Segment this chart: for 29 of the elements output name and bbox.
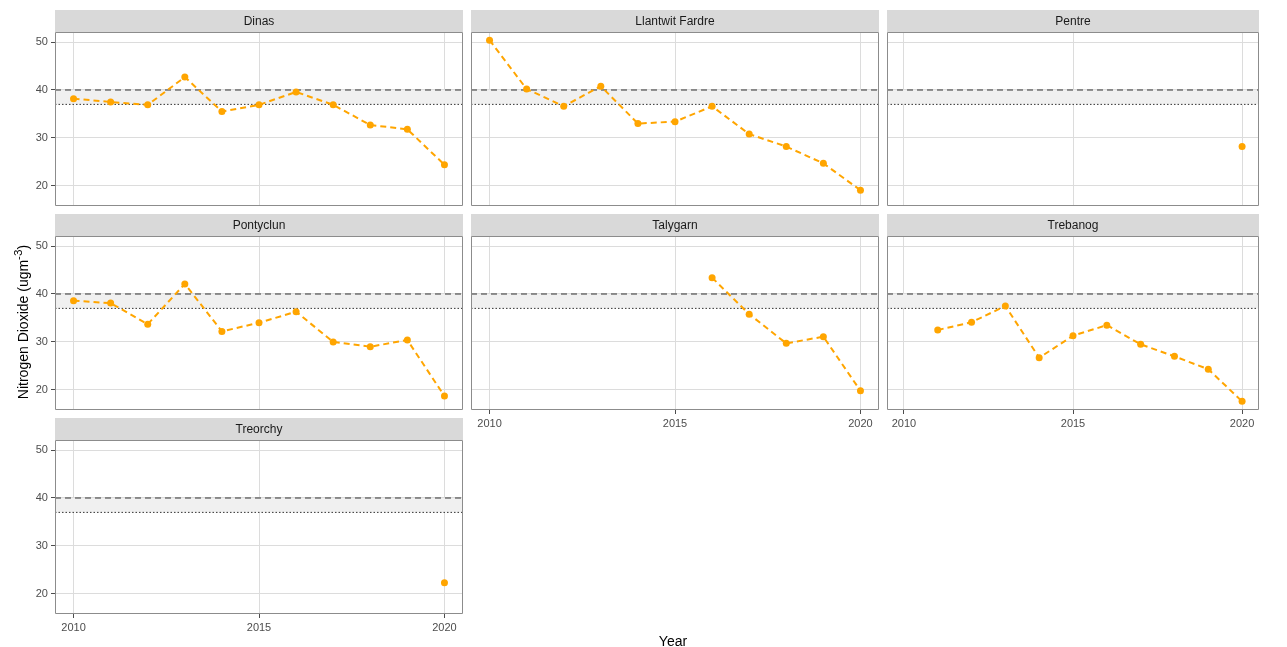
y-tick-label: 50 [35, 443, 48, 456]
chart-title: Pontyclun [55, 214, 463, 236]
chart-title: Llantwit Fardre [471, 10, 879, 32]
y-tick-label: 50 [35, 35, 48, 48]
x-tick-label: 2010 [61, 620, 86, 633]
x-tick-label: 2015 [662, 416, 688, 429]
x-tick-label: 2015 [1060, 416, 1086, 429]
chart-title: Trebanog [887, 214, 1259, 236]
y-tick-label: 20 [35, 586, 48, 599]
y-tick-label: 20 [35, 382, 48, 395]
x-tick-label: 2020 [432, 620, 457, 633]
x-tick-label: 2010 [891, 416, 917, 429]
y-tick-label: 30 [35, 130, 48, 143]
chart-title: Talygarn [471, 214, 879, 236]
chart-title: Pentre [887, 10, 1259, 32]
y-tick-label: 50 [35, 239, 48, 252]
y-tick-label: 40 [35, 83, 48, 96]
x-axis-title: Year [658, 633, 688, 647]
y-tick-label: 30 [35, 334, 48, 347]
y-tick-label: 30 [35, 538, 48, 551]
y-tick-label: 40 [35, 287, 48, 300]
chart-title: Treorchy [55, 418, 463, 440]
x-tick-label: 2015 [246, 620, 272, 633]
chart-title: Dinas [55, 10, 463, 32]
y-tick-label: 40 [35, 491, 48, 504]
y-tick-label: 20 [35, 178, 48, 191]
x-tick-label: 2020 [1229, 416, 1255, 429]
x-tick-label: 2020 [848, 416, 873, 429]
x-tick-label: 2010 [477, 416, 502, 429]
